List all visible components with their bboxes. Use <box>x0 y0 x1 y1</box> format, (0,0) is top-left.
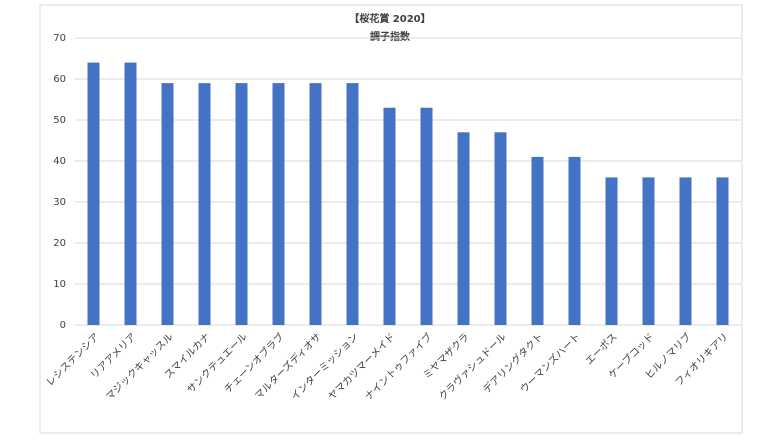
bar <box>642 177 655 325</box>
y-tick-label: 70 <box>53 33 66 44</box>
bar <box>605 177 618 325</box>
bar <box>309 83 322 325</box>
bar <box>716 177 729 325</box>
bar <box>531 156 544 325</box>
bar <box>494 132 507 325</box>
bar <box>272 83 285 325</box>
chart-title: 【桜花賞 2020】 <box>349 12 430 25</box>
y-tick-label: 40 <box>53 156 66 167</box>
y-tick-label: 30 <box>53 197 66 208</box>
chart-subtitle: 調子指数 <box>370 30 411 43</box>
y-tick-label: 60 <box>53 74 66 85</box>
y-tick-label: 50 <box>53 115 66 126</box>
bar <box>679 177 692 325</box>
y-tick-label: 10 <box>53 279 66 290</box>
bar <box>198 83 211 325</box>
y-tick-label: 20 <box>53 238 66 249</box>
bar <box>124 62 137 325</box>
bar <box>420 107 433 325</box>
bar <box>383 107 396 325</box>
bar <box>161 83 174 325</box>
bar <box>457 132 470 325</box>
bar <box>346 83 359 325</box>
bar <box>235 83 248 325</box>
bar <box>568 156 581 325</box>
y-tick-label: 0 <box>60 320 66 331</box>
bar <box>87 62 100 325</box>
